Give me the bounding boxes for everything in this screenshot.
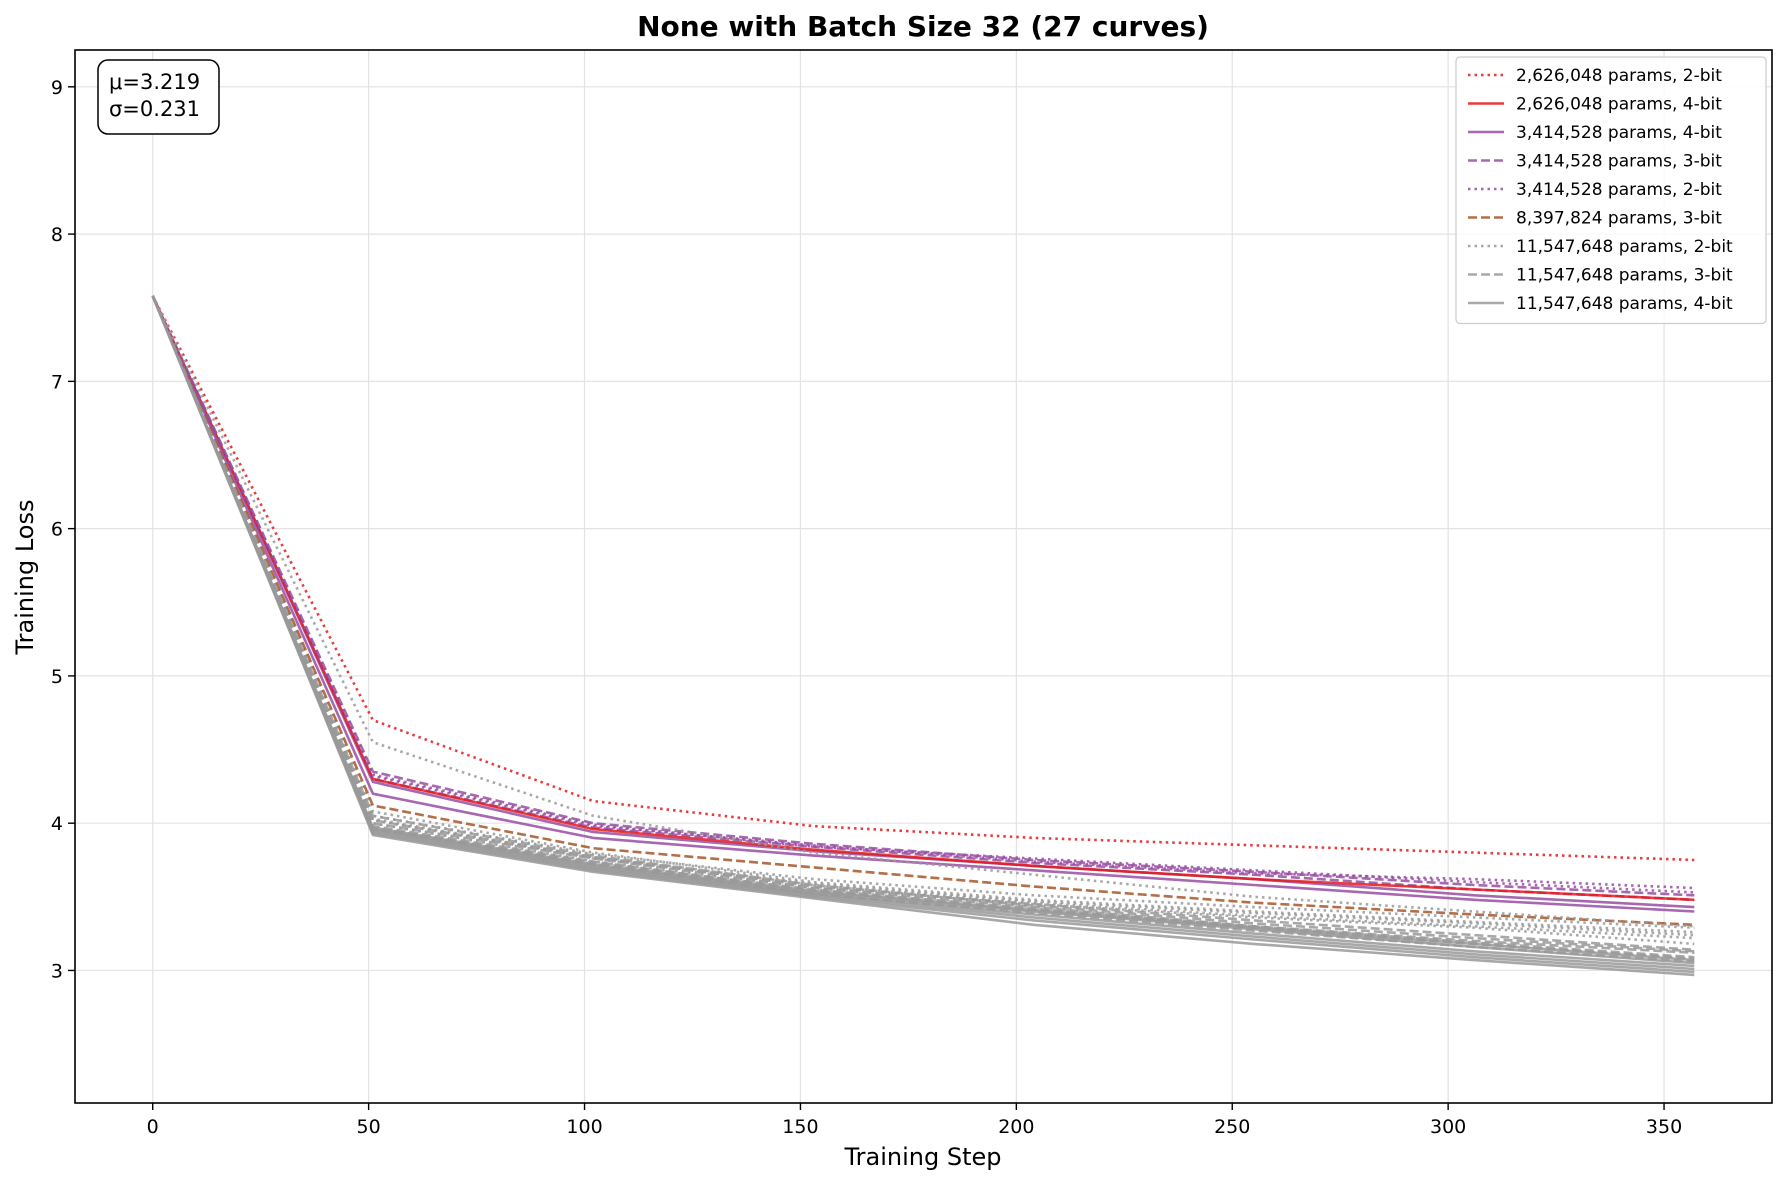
stats-box-frame [97,59,220,135]
series-line [151,295,1695,897]
x-tick-label: 100 [566,1116,602,1138]
legend-entry-label: 3,414,528 params, 4-bit [1516,123,1722,143]
series-line [151,295,1695,913]
y-tick-label: 3 [51,960,63,982]
x-tick-label: 350 [1646,1116,1682,1138]
legend-entry-label: 3,414,528 params, 2-bit [1516,180,1722,200]
x-tick-label: 150 [782,1116,818,1138]
y-axis-label: Training Loss [11,500,39,656]
series-line [151,295,1695,977]
legend-entry-label: 11,547,648 params, 2-bit [1516,237,1733,257]
series-line [151,295,1695,953]
x-tick-label: 300 [1430,1116,1466,1138]
chart-title: None with Batch Size 32 (27 curves) [637,10,1209,43]
legend-entry-label: 2,626,048 params, 2-bit [1516,66,1722,86]
series-line [151,295,1695,894]
series-line [151,295,1695,929]
legend-entry-label: 3,414,528 params, 3-bit [1516,152,1722,172]
x-tick-label: 250 [1214,1116,1250,1138]
x-axis-label: Training Step [844,1143,1002,1171]
axis-ticks: 0 50 100 150 200 250 300 350 3 4 5 6 7 8 9 [51,77,1682,1138]
legend-entry-label: 11,547,648 params, 4-bit [1516,294,1733,314]
legend-entry-label: 11,547,648 params, 3-bit [1516,266,1733,286]
series-line [151,295,1695,928]
y-tick-label: 6 [51,519,63,541]
series-line [151,295,1695,927]
legend: 2,626,048 params, 2-bit 2,626,048 params,… [1455,56,1767,325]
stats-box: μ=3.219 σ=0.231 [97,59,220,135]
series-line [151,295,1695,934]
series-lines [151,295,1695,977]
series-line [151,295,1695,968]
y-tick-label: 5 [51,666,63,688]
x-tick-label: 0 [147,1116,159,1138]
legend-frame [1455,56,1767,325]
x-tick-label: 50 [357,1116,381,1138]
plot-frame [74,49,1773,1104]
series-line [151,295,1695,902]
y-tick-label: 7 [51,371,63,393]
series-line [151,295,1695,890]
stats-sigma: σ=0.231 [109,97,200,121]
series-line [151,295,1695,974]
legend-entry-label: 2,626,048 params, 4-bit [1516,95,1722,115]
series-line [151,295,1695,965]
y-tick-label: 4 [51,813,63,835]
y-tick-label: 8 [51,224,63,246]
series-line [151,295,1695,971]
series-line [151,295,1695,962]
y-tick-label: 9 [51,77,63,99]
x-tick-label: 200 [998,1116,1034,1138]
stats-mu: μ=3.219 [109,70,200,94]
legend-entry-label: 8,397,824 params, 3-bit [1516,209,1722,229]
